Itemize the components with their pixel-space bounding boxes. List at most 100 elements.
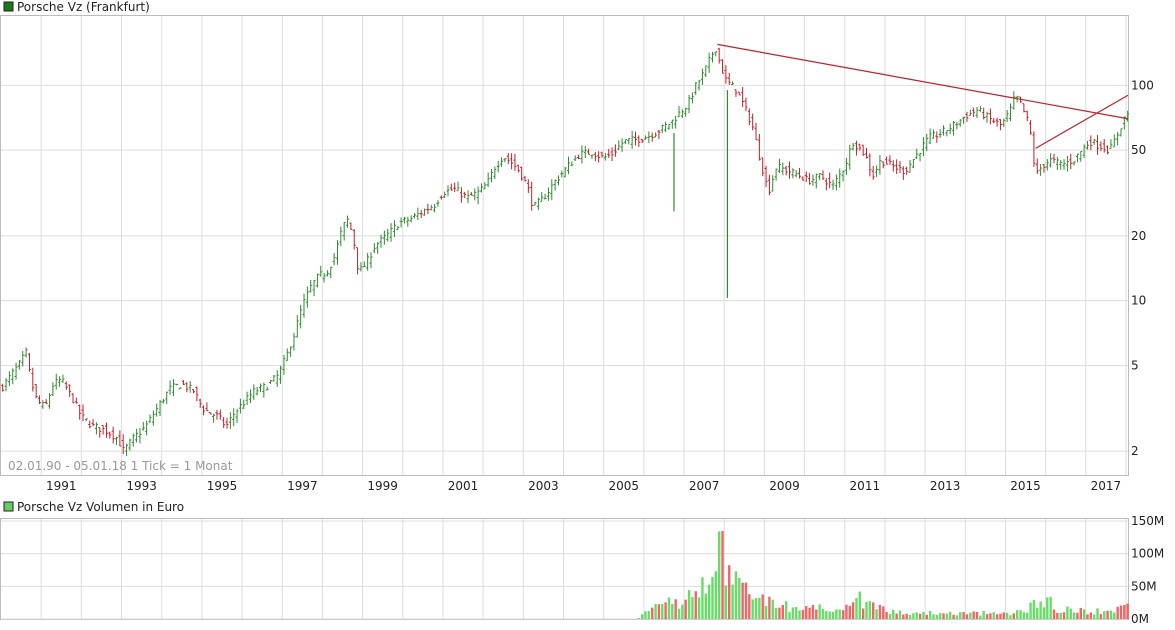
volume-bar xyxy=(748,594,751,619)
volume-bar xyxy=(761,594,764,619)
volume-bar xyxy=(818,604,821,619)
volume-bar xyxy=(858,591,862,619)
volume-bar xyxy=(651,607,654,619)
volume-bar xyxy=(1005,612,1009,619)
volume-bar xyxy=(1059,612,1062,619)
volume-bar xyxy=(902,614,905,619)
volume-bar xyxy=(1109,610,1113,619)
volume-bar xyxy=(788,612,791,619)
x-tick-label: 1993 xyxy=(126,479,157,493)
price-panel: 2 5 10 20 50 100 1991 1993 1995 1997 1999 2001 2003… xyxy=(0,15,1154,493)
volume-bar xyxy=(1019,610,1022,619)
volume-bars xyxy=(637,531,1129,619)
volume-bar xyxy=(1062,612,1066,619)
volume-legend-swatch xyxy=(3,501,14,512)
volume-bar xyxy=(912,613,915,619)
volume-bar xyxy=(768,596,771,619)
volume-bar xyxy=(721,531,724,619)
volume-bar xyxy=(728,565,731,619)
volume-bar xyxy=(681,604,684,619)
volume-bar xyxy=(1106,610,1109,619)
volume-y-axis: 0M 50M 100M 150M xyxy=(1131,514,1164,626)
volume-bar xyxy=(821,609,825,619)
volume-bar xyxy=(868,601,872,619)
volume-bar xyxy=(918,613,922,619)
volume-bar xyxy=(811,604,815,619)
volume-bar xyxy=(1099,614,1103,619)
volume-bar xyxy=(895,613,898,619)
volume-bar xyxy=(942,613,945,619)
volume-bar xyxy=(905,613,908,619)
volume-bar xyxy=(791,607,795,619)
volume-bar xyxy=(875,609,878,619)
volume-bar xyxy=(778,607,781,619)
volume-bar xyxy=(701,577,704,619)
x-tick-label: 1991 xyxy=(46,479,77,493)
price-legend-swatch xyxy=(3,1,14,12)
volume-bar xyxy=(1092,614,1096,619)
volume-bar xyxy=(801,609,805,619)
volume-bar xyxy=(835,609,838,619)
volume-bar xyxy=(774,608,778,619)
volume-bar xyxy=(734,571,738,619)
volume-panel: 0M 50M 100M 150M xyxy=(0,514,1164,626)
price-y-tick-label: 100 xyxy=(1131,78,1154,92)
volume-bar xyxy=(898,610,902,619)
volume-bar xyxy=(1056,612,1059,619)
volume-bar xyxy=(1086,614,1089,619)
volume-bar xyxy=(855,597,858,619)
volume-bar xyxy=(955,615,959,619)
volume-bar xyxy=(751,599,754,619)
price-y-axis: 2 5 10 20 50 100 xyxy=(1131,78,1154,458)
volume-bar xyxy=(657,604,661,619)
volume-bar xyxy=(1096,608,1099,619)
volume-bar xyxy=(945,613,949,619)
volume-bar xyxy=(851,602,855,619)
volume-y-tick-label: 0M xyxy=(1131,612,1149,626)
volume-y-tick-label: 150M xyxy=(1131,514,1164,528)
volume-bar xyxy=(908,614,912,619)
volume-bar xyxy=(1002,612,1005,619)
price-y-tick-label: 2 xyxy=(1131,444,1139,458)
volume-bar xyxy=(694,591,697,619)
x-tick-label: 2013 xyxy=(930,479,961,493)
volume-bar xyxy=(932,614,935,619)
volume-bar xyxy=(1052,609,1056,619)
volume-bar xyxy=(687,590,691,619)
volume-bar xyxy=(989,613,992,619)
volume-bar xyxy=(684,599,687,619)
volume-bar xyxy=(841,610,845,619)
volume-bar xyxy=(1032,600,1036,619)
x-tick-label: 2017 xyxy=(1091,479,1122,493)
volume-bar xyxy=(1076,612,1079,619)
volume-bar xyxy=(637,618,641,619)
volume-bar xyxy=(922,611,925,619)
volume-bar xyxy=(724,585,728,619)
volume-bar xyxy=(1069,608,1072,619)
volume-bar xyxy=(671,603,674,619)
volume-bar xyxy=(1036,607,1039,619)
volume-bar xyxy=(677,608,681,619)
volume-bar xyxy=(1116,606,1119,619)
volume-bar xyxy=(661,604,664,619)
price-y-tick-label: 5 xyxy=(1131,358,1139,372)
volume-bar xyxy=(831,611,835,619)
volume-y-tick-label: 100M xyxy=(1131,547,1164,561)
trendlines xyxy=(717,43,1129,149)
volume-bar xyxy=(848,605,851,619)
x-tick-label: 2005 xyxy=(608,479,639,493)
volume-bar xyxy=(654,604,657,619)
volume-bar xyxy=(1039,601,1042,619)
volume-bar xyxy=(982,611,985,619)
volume-bar xyxy=(754,598,758,619)
volume-bar xyxy=(1029,602,1032,619)
x-tick-label: 2003 xyxy=(528,479,559,493)
volume-bar xyxy=(938,613,942,619)
volume-bar xyxy=(1123,605,1126,619)
price-panel-frame xyxy=(0,15,1129,476)
volume-bar xyxy=(935,614,939,619)
volume-bar xyxy=(882,606,885,619)
volume-bar xyxy=(828,611,831,619)
volume-bar xyxy=(999,613,1002,619)
volume-bar xyxy=(667,597,671,619)
